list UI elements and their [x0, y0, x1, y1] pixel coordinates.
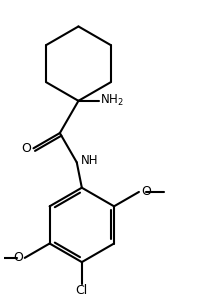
Text: Cl: Cl — [76, 284, 88, 297]
Text: O: O — [141, 185, 151, 198]
Text: O: O — [21, 142, 31, 155]
Text: NH: NH — [81, 154, 98, 167]
Text: NH$_2$: NH$_2$ — [100, 93, 124, 108]
Text: O: O — [13, 251, 23, 264]
